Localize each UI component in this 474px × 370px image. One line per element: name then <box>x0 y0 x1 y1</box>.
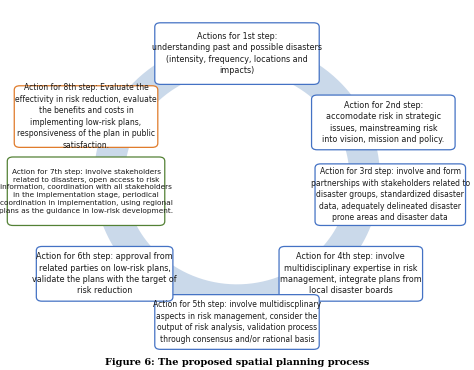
FancyBboxPatch shape <box>155 23 319 84</box>
Text: Action for 5th step: involve multidiscplinary
aspects in risk management, consid: Action for 5th step: involve multidiscpl… <box>153 300 321 344</box>
FancyBboxPatch shape <box>279 246 423 301</box>
FancyBboxPatch shape <box>315 164 465 225</box>
Text: Actions for 1st step:
understanding past and possible disasters
(intensity, freq: Actions for 1st step: understanding past… <box>152 32 322 75</box>
Text: Figure 6: The proposed spatial planning process: Figure 6: The proposed spatial planning … <box>105 358 369 367</box>
Text: Action for 3rd step: involve and form
partnerships with stakeholders related to
: Action for 3rd step: involve and form pa… <box>311 167 470 222</box>
FancyBboxPatch shape <box>155 295 319 349</box>
Text: Action for 7th step: involve stakeholders
related to disasters, open access to r: Action for 7th step: involve stakeholder… <box>0 169 173 213</box>
FancyBboxPatch shape <box>311 95 455 150</box>
Text: Action for 8th step: Evaluate the
effectivity in risk reduction, evaluate
the be: Action for 8th step: Evaluate the effect… <box>15 84 157 150</box>
FancyBboxPatch shape <box>14 86 158 147</box>
Text: Action for 4th step: involve
multidisciplinary expertise in risk
management, int: Action for 4th step: involve multidiscip… <box>280 252 422 296</box>
FancyBboxPatch shape <box>36 246 173 301</box>
Text: Action for 2nd step:
accomodate risk in strategic
issues, mainstreaming risk
int: Action for 2nd step: accomodate risk in … <box>322 101 445 144</box>
FancyBboxPatch shape <box>7 157 165 225</box>
Text: Action for 6th step: approval from
related parties on low-risk plans,
validate t: Action for 6th step: approval from relat… <box>32 252 177 296</box>
